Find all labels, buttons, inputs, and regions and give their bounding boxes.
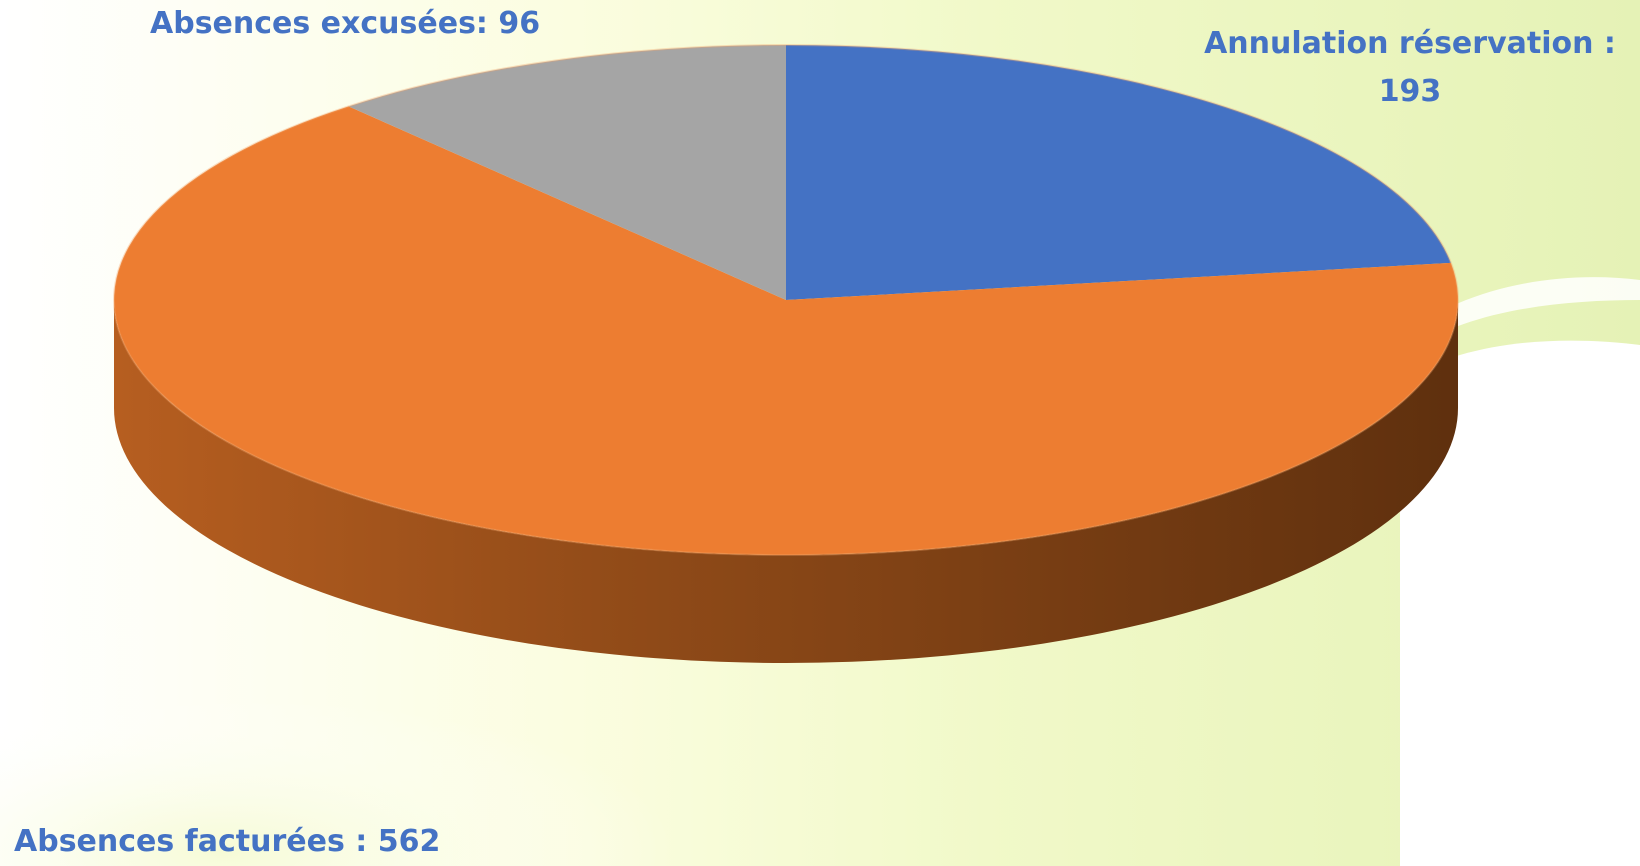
pie-slices <box>113 44 1459 663</box>
data-label-annulation-value: 193 <box>1378 74 1442 109</box>
pie-slice-absences-factur-es <box>114 106 1459 555</box>
pie-rim-highlight <box>113 44 1459 556</box>
data-label-annulation-reservation: Annulation réservation : 193 <box>1190 20 1630 116</box>
data-label-absences-facturees: Absences facturées : 562 <box>14 824 441 859</box>
pie-side-wall <box>114 300 1458 663</box>
pie-slice-annulation-r-servation <box>786 44 1451 300</box>
pie-slice-absences-excus-es <box>348 45 786 300</box>
data-label-absences-excusees: Absences excusées: 96 <box>150 6 541 41</box>
data-label-annulation-text: Annulation réservation : <box>1204 26 1616 61</box>
